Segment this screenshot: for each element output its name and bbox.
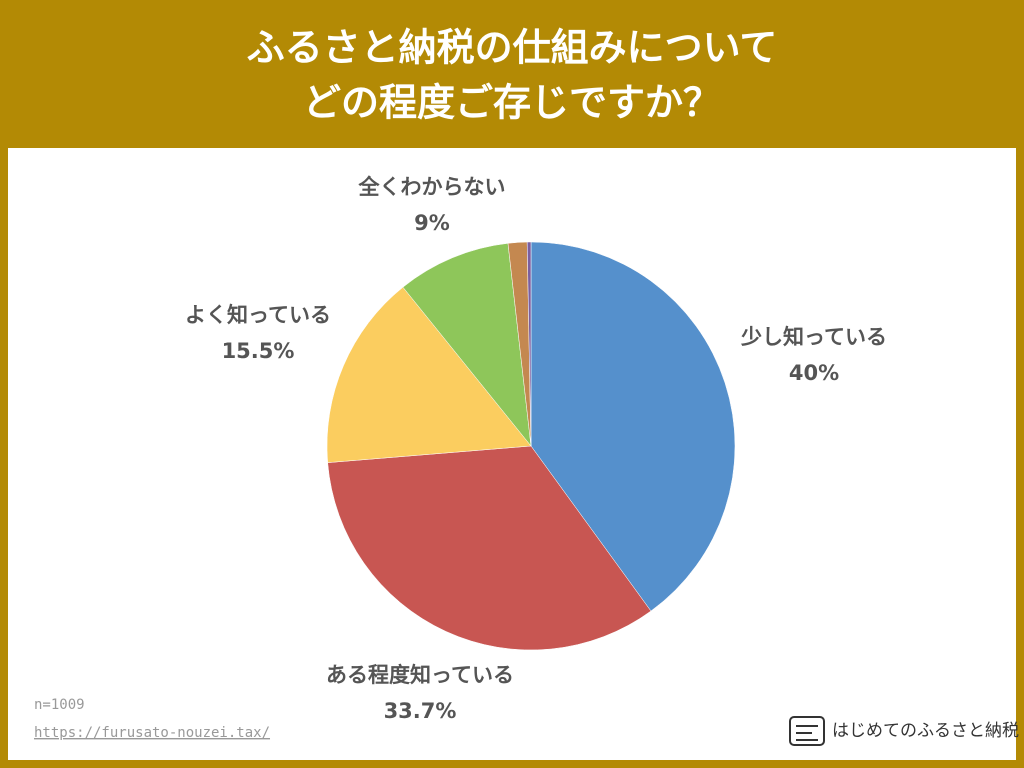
source-link[interactable]: https://furusato-nouzei.tax/: [34, 725, 270, 741]
brand-logo: [789, 716, 825, 746]
title-line: ふるさと納税の仕組みについて: [247, 26, 778, 70]
title-line: どの程度ご存じですか？: [303, 81, 721, 125]
pie-slice: [326, 286, 532, 463]
slice-label: ある程度知っている: [326, 663, 514, 687]
slice-value: 33.7%: [384, 699, 457, 723]
slice-label: 少し知っている: [740, 325, 887, 349]
pie-slice: [526, 241, 532, 447]
slice-value: 40%: [789, 361, 839, 385]
pie-slice: [327, 445, 652, 651]
slice-label: よく知っている: [185, 303, 331, 327]
pie-slice: [402, 243, 532, 447]
slice-value: 9%: [414, 211, 450, 235]
brand-name: はじめてのふるさと納税: [832, 721, 1019, 741]
pie-slice: [530, 241, 736, 612]
note: n=1009: [34, 697, 85, 713]
slice-label: 全くわからない: [358, 175, 506, 199]
slice-value: 15.5%: [222, 339, 295, 363]
